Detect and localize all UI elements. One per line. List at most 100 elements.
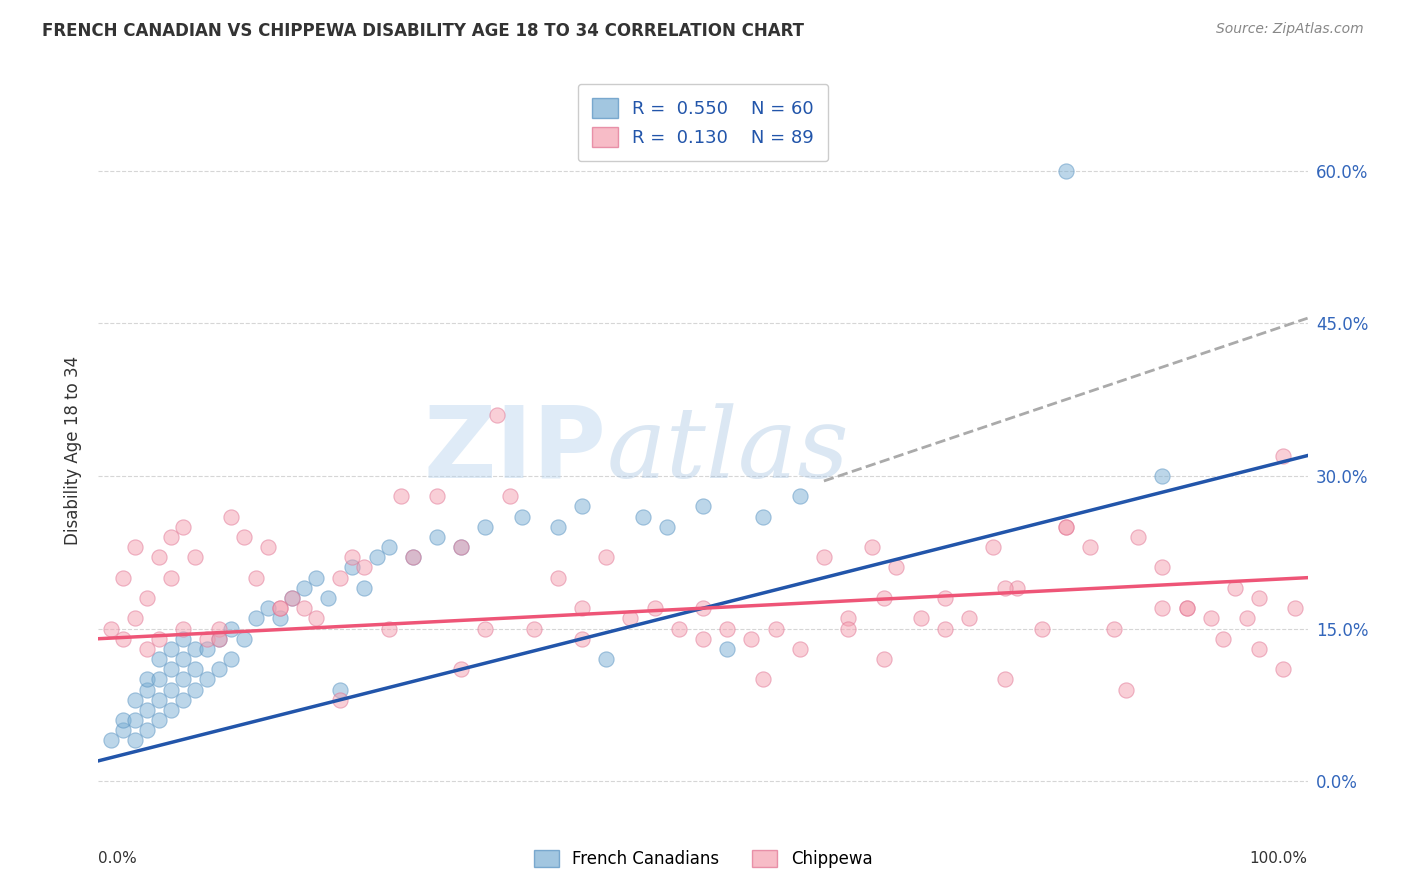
Point (619, 611, 641, 625)
Point (245, 611, 267, 625)
Point (571, 500, 593, 514)
Point (111, 632, 134, 646)
Point (1115, 682, 1137, 697)
Text: ZIP: ZIP (423, 402, 606, 499)
Point (752, 673, 775, 687)
Text: 100.0%: 100.0% (1250, 852, 1308, 866)
Point (353, 560, 375, 574)
Point (934, 622, 956, 636)
Point (752, 509, 775, 524)
Point (402, 550, 425, 565)
Point (571, 632, 593, 646)
Point (1007, 581, 1029, 595)
Point (1223, 581, 1246, 595)
Point (135, 641, 157, 656)
Point (886, 560, 908, 574)
Point (208, 632, 231, 646)
Point (873, 591, 896, 605)
Point (148, 652, 170, 666)
Point (837, 622, 859, 636)
Point (172, 622, 194, 636)
Point (256, 601, 278, 615)
Point (1175, 601, 1198, 615)
Point (100, 622, 122, 636)
Point (1152, 560, 1174, 574)
Point (1175, 601, 1198, 615)
Point (208, 632, 231, 646)
Point (148, 713, 170, 727)
Point (135, 591, 157, 605)
Point (1249, 641, 1271, 656)
Text: Source: ZipAtlas.com: Source: ZipAtlas.com (1216, 22, 1364, 37)
Point (426, 530, 449, 544)
Point (1249, 591, 1271, 605)
Point (740, 632, 762, 646)
Point (245, 571, 267, 585)
Point (547, 520, 569, 534)
Point (377, 540, 399, 554)
Point (655, 520, 678, 534)
Point (631, 509, 654, 524)
Point (1054, 520, 1077, 534)
Point (353, 581, 375, 595)
Point (195, 673, 218, 687)
Point (160, 662, 183, 676)
Point (148, 693, 170, 707)
Point (692, 601, 714, 615)
Point (934, 591, 956, 605)
Point (716, 641, 738, 656)
Point (172, 632, 194, 646)
Point (1054, 520, 1077, 534)
Point (221, 509, 243, 524)
Point (910, 611, 932, 625)
Point (860, 540, 883, 554)
Text: 0.0%: 0.0% (98, 852, 138, 866)
Point (813, 550, 835, 565)
Point (232, 632, 254, 646)
Point (595, 550, 617, 565)
Point (1236, 611, 1258, 625)
Point (1199, 611, 1222, 625)
Point (668, 622, 690, 636)
Point (1152, 601, 1174, 615)
Point (135, 723, 157, 738)
Point (208, 622, 231, 636)
Point (692, 500, 714, 514)
Point (292, 581, 315, 595)
Point (195, 632, 218, 646)
Point (221, 652, 243, 666)
Point (981, 540, 1004, 554)
Point (837, 611, 859, 625)
Point (1212, 632, 1234, 646)
Point (184, 662, 207, 676)
Point (124, 693, 146, 707)
Point (269, 601, 291, 615)
Point (389, 489, 412, 503)
Point (1152, 469, 1174, 483)
Point (184, 550, 207, 565)
Point (172, 520, 194, 534)
Point (256, 540, 278, 554)
Point (195, 641, 218, 656)
Point (873, 652, 896, 666)
Point (124, 733, 146, 747)
Point (426, 489, 449, 503)
Point (329, 682, 352, 697)
Point (366, 550, 388, 565)
Point (172, 693, 194, 707)
Point (184, 682, 207, 697)
Point (124, 540, 146, 554)
Text: FRENCH CANADIAN VS CHIPPEWA DISABILITY AGE 18 TO 34 CORRELATION CHART: FRENCH CANADIAN VS CHIPPEWA DISABILITY A… (42, 22, 804, 40)
Point (160, 641, 183, 656)
Point (135, 673, 157, 687)
Point (789, 641, 811, 656)
Point (221, 622, 243, 636)
Point (232, 530, 254, 544)
Point (1272, 662, 1295, 676)
Point (111, 571, 134, 585)
Point (305, 571, 328, 585)
Point (450, 540, 472, 554)
Point (692, 632, 714, 646)
Point (765, 622, 787, 636)
Point (1102, 622, 1125, 636)
